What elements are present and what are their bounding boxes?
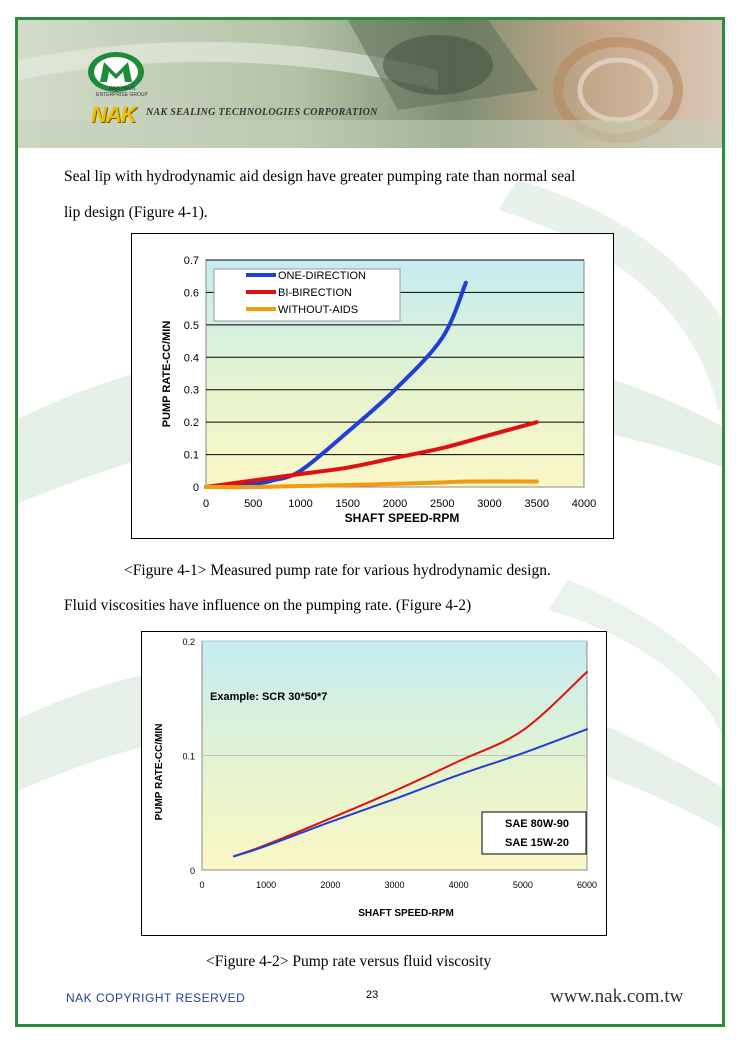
y-tick-label: 0.3 — [184, 385, 199, 397]
figure-4-2-caption: <Figure 4-2> Pump rate versus fluid visc… — [206, 953, 492, 970]
x-tick-label: 0 — [203, 498, 209, 510]
x-tick-label: 1000 — [288, 498, 312, 510]
x-tick-label: 3500 — [525, 498, 549, 510]
y-tick-label: 0 — [190, 866, 195, 876]
series-line-2 — [204, 420, 539, 489]
chart-annotation: Example: SCR 30*50*7 — [210, 691, 327, 703]
y-tick-label: 0 — [193, 482, 199, 494]
y-tick-label: 0.2 — [182, 637, 195, 647]
legend-box — [481, 811, 587, 855]
y-tick-label: 0.1 — [184, 450, 199, 462]
y-tick-label: 0.4 — [184, 352, 199, 364]
x-tick-label: 2500 — [430, 498, 454, 510]
legend-entry: ONE-DIRECTION — [278, 270, 366, 282]
x-tick-label: 6000 — [577, 880, 597, 890]
website-url: www.nak.com.tw — [550, 986, 684, 1007]
legend-box — [213, 268, 401, 322]
figure-4-1-svg: 0 500 1000 1500 2000 2500 3000 3500 4000 0 0.1 0.2… — [161, 255, 596, 525]
x-tick-label: 2000 — [383, 498, 407, 510]
y-tick-label: 0.5 — [184, 320, 199, 332]
x-tick-label: 5000 — [513, 880, 533, 890]
series-line-2 — [233, 728, 588, 858]
legend-entry: SAE 80W-90 — [505, 818, 569, 830]
x-tick-label: 4000 — [572, 498, 596, 510]
figure-4-1-chart: 0 500 1000 1500 2000 2500 3000 3500 4000 0 0.1 0.2… — [131, 233, 614, 539]
legend-entry: WITHOUT-AIDS — [278, 304, 358, 316]
x-tick-label: 3000 — [477, 498, 501, 510]
page-frame: MAO HEUN ENTERPRISE GROUP NAK NAK SEALIN… — [15, 17, 725, 1027]
y-tick-label: 0.6 — [184, 287, 199, 299]
page-header: MAO HEUN ENTERPRISE GROUP NAK NAK SEALIN… — [18, 20, 722, 148]
x-tick-label: 1500 — [336, 498, 360, 510]
legend-entry: BI-BIRECTION — [278, 287, 352, 299]
page-number: 23 — [366, 989, 379, 1001]
paragraph-1-line-2: lip design (Figure 4-1). — [64, 204, 208, 221]
x-tick-label: 500 — [244, 498, 262, 510]
series-line-1 — [204, 280, 468, 489]
figure-4-1-caption: <Figure 4-1> Measured pump rate for vari… — [124, 562, 551, 579]
x-tick-label: 0 — [199, 880, 204, 890]
copyright-text: NAK COPYRIGHT RESERVED — [66, 991, 246, 1005]
nak-logo-text: NAK — [91, 102, 137, 127]
figure-4-2-chart: 0 1000 2000 3000 4000 5000 6000 0 0.1 0.2 Exampl… — [141, 631, 607, 936]
legend-entry: SAE 15W-20 — [505, 837, 569, 849]
x-tick-label: 4000 — [449, 880, 469, 890]
y-axis-label: PUMP RATE-CC/MIN — [161, 321, 173, 428]
y-tick-label: 0.1 — [182, 752, 195, 762]
y-tick-label: 0.7 — [184, 255, 199, 267]
group-text: MAO HEUN ENTERPRISE GROUP — [96, 86, 148, 98]
y-axis-label: PUMP RATE-CC/MIN — [154, 724, 165, 821]
paragraph-2: Fluid viscosities have influence on the … — [64, 597, 472, 614]
x-tick-label: 1000 — [256, 880, 276, 890]
y-tick-label: 0.2 — [184, 417, 199, 429]
x-axis-label: SHAFT SPEED-RPM — [345, 511, 460, 525]
company-logo-icon — [88, 52, 144, 104]
figure-4-2-svg: 0 1000 2000 3000 4000 5000 6000 0 0.1 0.2 Exampl… — [154, 637, 597, 919]
x-tick-label: 3000 — [384, 880, 404, 890]
paragraph-1-line-1: Seal lip with hydrodynamic aid design ha… — [64, 168, 576, 185]
x-axis-label: SHAFT SPEED-RPM — [358, 908, 454, 919]
x-tick-label: 2000 — [320, 880, 340, 890]
series-line-1 — [233, 670, 588, 858]
company-name: NAK SEALING TECHNOLOGIES CORPORATION — [146, 107, 378, 118]
series-line-3 — [204, 479, 539, 490]
